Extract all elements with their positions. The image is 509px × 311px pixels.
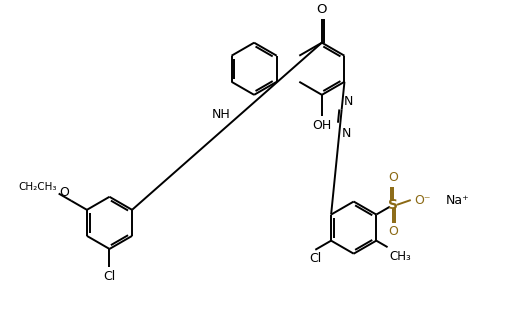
Text: O: O (317, 3, 327, 16)
Text: O: O (388, 225, 398, 238)
Text: Cl: Cl (103, 270, 116, 283)
Text: Cl: Cl (309, 252, 321, 265)
Text: N: N (342, 127, 352, 140)
Text: O: O (60, 186, 69, 199)
Text: S: S (388, 198, 398, 212)
Text: OH: OH (312, 118, 331, 132)
Text: CH₂CH₃: CH₂CH₃ (18, 182, 57, 192)
Text: Na⁺: Na⁺ (445, 193, 469, 207)
Text: O⁻: O⁻ (414, 193, 431, 207)
Text: CH₃: CH₃ (389, 249, 411, 262)
Text: NH: NH (212, 108, 231, 121)
Text: O: O (388, 171, 398, 184)
Text: N: N (344, 95, 353, 108)
